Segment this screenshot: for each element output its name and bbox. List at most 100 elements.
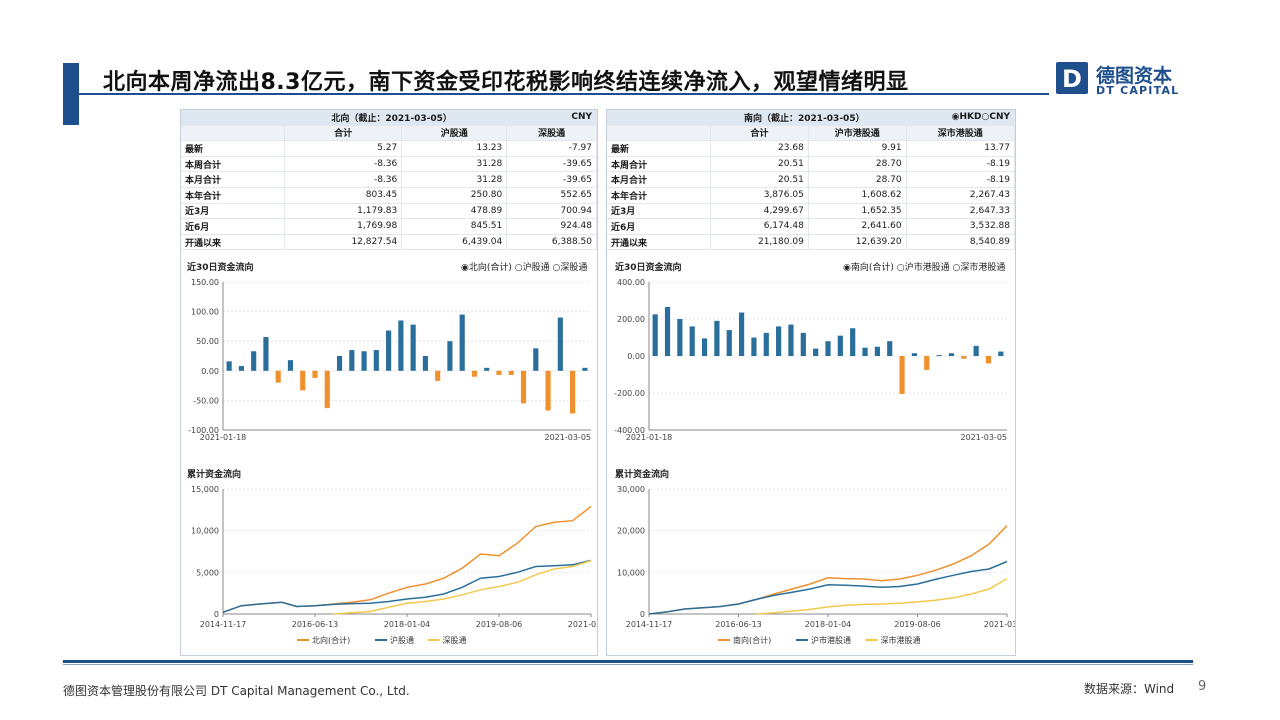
north-flow-option-1[interactable]: 沪股通 bbox=[522, 263, 550, 273]
row-label: 近6月 bbox=[181, 218, 285, 235]
bar bbox=[447, 341, 453, 371]
series-line bbox=[756, 577, 1008, 615]
table-row: 本周合计 -8.36 31.28 -39.65 bbox=[181, 156, 597, 173]
north-table-title: 北向（截止：2021-03-05） bbox=[181, 110, 508, 126]
bar bbox=[471, 370, 478, 377]
south-flow-option-1[interactable]: 沪市港股通 bbox=[904, 263, 950, 273]
logo-cn: 德图资本 bbox=[1096, 65, 1173, 87]
series-line bbox=[222, 505, 592, 614]
x-tick-label: 2021-03-05 bbox=[984, 620, 1015, 629]
table-row: 本月合计 20.51 28.70 -8.19 bbox=[607, 171, 1016, 188]
south-table-title-row: 南向（截止：2021-03-05） ◉HKD○CNY bbox=[607, 110, 1016, 126]
y-tick-label: 100.00 bbox=[191, 308, 219, 317]
table-row: 本年合计 803.45 250.80 552.65 bbox=[181, 187, 597, 204]
bar bbox=[998, 351, 1004, 356]
y-tick-label: 0 bbox=[640, 610, 645, 619]
radio-icon[interactable]: ○ bbox=[952, 263, 961, 273]
row-label: 本年合计 bbox=[607, 187, 711, 204]
south-flow-option-0[interactable]: 南向(合计) bbox=[850, 263, 894, 273]
bar bbox=[545, 370, 551, 411]
row-label: 开通以来 bbox=[607, 234, 711, 251]
bar bbox=[373, 350, 379, 371]
cell-value: 9.91 bbox=[808, 140, 907, 157]
bar bbox=[911, 353, 918, 356]
south-flow-option-2[interactable]: 深市港股通 bbox=[960, 263, 1006, 273]
bar bbox=[874, 346, 880, 356]
legend-label: 沪市港股通 bbox=[811, 635, 851, 645]
cell-value: 31.28 bbox=[401, 156, 508, 173]
north-flow-option-0[interactable]: 北向(合计) bbox=[468, 263, 512, 273]
y-tick-label: 50.00 bbox=[196, 337, 219, 346]
legend-label: 南向(合计) bbox=[733, 635, 771, 645]
legend-label: 深市港股通 bbox=[881, 635, 921, 645]
cell-value: 552.65 bbox=[506, 187, 597, 204]
south-cum-title: 累计资金流向 bbox=[615, 470, 670, 480]
south-currency-hkd[interactable]: HKD bbox=[959, 112, 982, 123]
table-row: 最新 23.68 9.91 13.77 bbox=[607, 140, 1016, 157]
logo-icon: D bbox=[1056, 62, 1088, 94]
bar bbox=[948, 353, 955, 356]
row-label: 最新 bbox=[181, 140, 285, 157]
south-flow-options[interactable]: ◉南向(合计) ○沪市港股通 ○深市港股通 bbox=[843, 260, 1005, 273]
logo-en: DT CAPITAL bbox=[1096, 84, 1180, 97]
cell-value: 1,608.62 bbox=[808, 187, 907, 204]
radio-icon[interactable]: ○ bbox=[981, 112, 990, 123]
south-currency-cny[interactable]: CNY bbox=[989, 112, 1010, 123]
bar bbox=[557, 317, 563, 371]
cell-value: 20.51 bbox=[710, 156, 809, 173]
cell-value: 23.68 bbox=[710, 140, 809, 157]
bar bbox=[300, 370, 306, 391]
x-tick-label: 2014-11-17 bbox=[200, 620, 247, 629]
cell-value: -8.19 bbox=[906, 171, 1016, 188]
cell-value: 924.48 bbox=[506, 218, 597, 235]
row-label: 开通以来 bbox=[181, 234, 285, 251]
bar bbox=[726, 330, 732, 356]
title-accent-bar bbox=[63, 63, 79, 125]
radio-icon[interactable]: ○ bbox=[552, 263, 561, 273]
bar bbox=[533, 348, 539, 371]
table-row: 本周合计 20.51 28.70 -8.19 bbox=[607, 156, 1016, 173]
north-table-header: 合计 沪股通 深股通 bbox=[181, 125, 597, 142]
cell-value: 5.27 bbox=[284, 140, 403, 157]
radio-selected-icon[interactable]: ◉ bbox=[461, 263, 469, 273]
bar bbox=[862, 347, 868, 356]
bar bbox=[570, 370, 576, 414]
footer-line bbox=[63, 660, 1193, 663]
y-tick-label: 200.00 bbox=[617, 315, 645, 324]
cell-value: 2,641.60 bbox=[808, 218, 907, 235]
south-table-title: 南向（截止：2021-03-05） bbox=[607, 110, 907, 126]
cell-value: 13.23 bbox=[401, 140, 508, 157]
bar bbox=[738, 312, 745, 356]
north-flow-option-2[interactable]: 深股通 bbox=[560, 263, 588, 273]
y-tick-label: 0 bbox=[214, 610, 219, 619]
cell-value: 2,647.33 bbox=[906, 203, 1016, 220]
radio-icon[interactable]: ○ bbox=[896, 263, 905, 273]
north-currency: CNY bbox=[506, 110, 597, 126]
bar bbox=[312, 370, 318, 378]
radio-selected-icon[interactable]: ◉ bbox=[951, 112, 960, 123]
radio-icon[interactable]: ○ bbox=[514, 263, 523, 273]
y-tick-label: 400.00 bbox=[617, 278, 645, 287]
bar bbox=[520, 370, 527, 404]
row-label: 本月合计 bbox=[181, 171, 285, 188]
cell-value: 20.51 bbox=[710, 171, 809, 188]
north-cum-title: 累计资金流向 bbox=[187, 470, 242, 480]
x-tick-label: 2014-11-17 bbox=[626, 620, 673, 629]
cell-value: 845.51 bbox=[401, 218, 508, 235]
south-col-2: 深市港股通 bbox=[906, 125, 1016, 142]
y-tick-label: 150.00 bbox=[191, 278, 219, 287]
radio-selected-icon[interactable]: ◉ bbox=[843, 263, 851, 273]
bar bbox=[361, 351, 367, 371]
bar bbox=[751, 337, 757, 356]
north-col-1: 沪股通 bbox=[401, 125, 508, 142]
table-row: 近6月 1,769.98 845.51 924.48 bbox=[181, 218, 597, 235]
bar bbox=[924, 356, 930, 370]
south-col-1: 沪市港股通 bbox=[808, 125, 907, 142]
x-tick-label: 2021-01-18 bbox=[626, 433, 673, 442]
row-label: 本周合计 bbox=[607, 156, 711, 173]
x-tick-label: 2019-08-06 bbox=[476, 620, 523, 629]
legend-label: 沪股通 bbox=[390, 635, 414, 645]
north-flow-options[interactable]: ◉北向(合计) ○沪股通 ○深股通 bbox=[461, 260, 587, 273]
south-currency-options[interactable]: ◉HKD○CNY bbox=[906, 110, 1016, 126]
